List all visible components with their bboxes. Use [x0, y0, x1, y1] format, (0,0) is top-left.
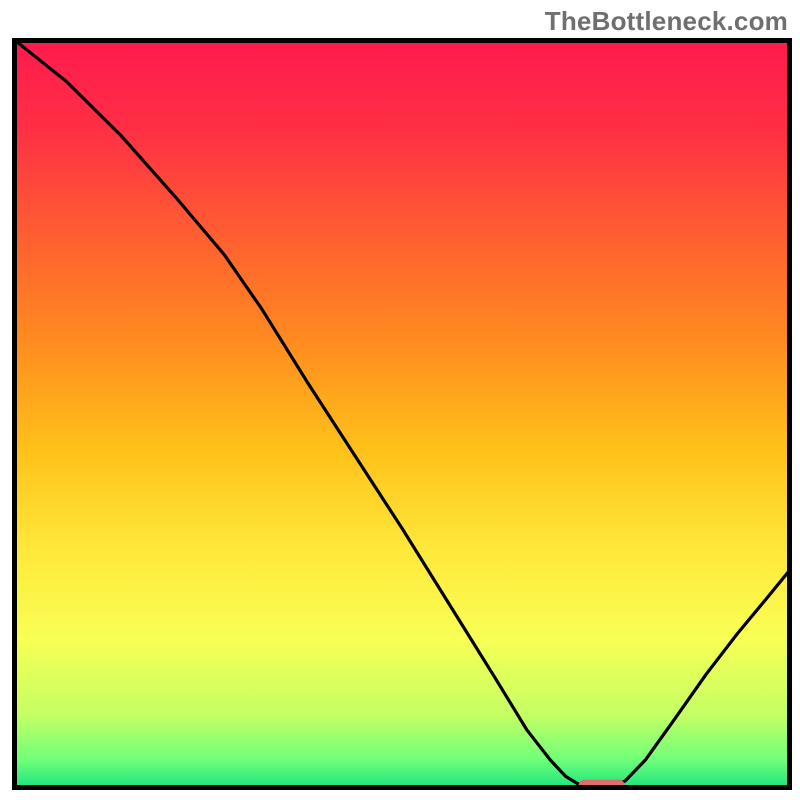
watermark-text: TheBottleneck.com: [545, 6, 788, 37]
plot-area: [12, 38, 792, 790]
curve-layer: [12, 38, 792, 790]
optimal-marker: [578, 780, 625, 791]
bottleneck-chart: TheBottleneck.com: [0, 0, 800, 800]
bottleneck-curve: [12, 38, 792, 786]
